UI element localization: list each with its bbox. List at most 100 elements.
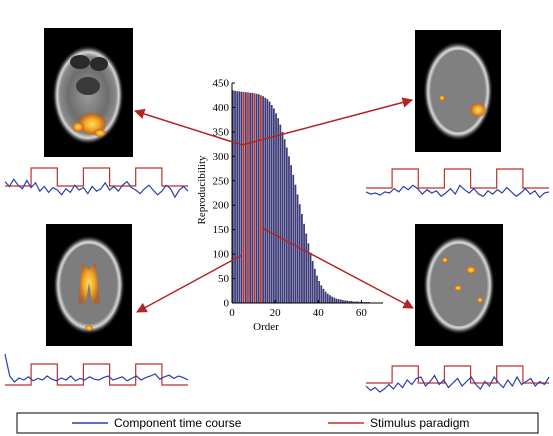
- bar-order-15: [262, 96, 264, 303]
- legend-component-label: Component time course: [114, 416, 242, 430]
- legend-stimulus-label: Stimulus paradigm: [370, 416, 469, 430]
- bar-order-2: [234, 90, 236, 303]
- bar-order-36: [307, 243, 310, 303]
- y-tick-label-0: 0: [224, 298, 230, 310]
- y-tick-label-300: 300: [213, 151, 230, 163]
- bar-order-54: [346, 300, 349, 303]
- chart-axes: [231, 82, 383, 304]
- brain-scan-top-right: [415, 30, 501, 152]
- bar-order-59: [357, 301, 359, 303]
- brain-scan-bottom-right: [415, 224, 503, 346]
- bar-order-12: [255, 93, 258, 303]
- bar-order-52: [342, 300, 344, 303]
- y-axis-label: Reproducibility: [196, 155, 208, 225]
- time-course-bottom-left: [4, 353, 189, 386]
- bar-order-3: [236, 91, 239, 303]
- bar-order-50: [337, 299, 340, 303]
- component-time-course-line: [4, 178, 189, 199]
- x-axis-label: Order: [253, 321, 279, 333]
- component-time-course-line: [365, 184, 550, 199]
- bar-order-22: [277, 118, 280, 303]
- arrow-to-bottom-right: [261, 227, 414, 309]
- bar-order-55: [348, 301, 351, 303]
- component-time-course-line: [365, 374, 550, 393]
- bar-order-8: [247, 92, 249, 303]
- y-tick-label-100: 100: [213, 249, 230, 261]
- y-tick-label-150: 150: [213, 224, 230, 236]
- bar-order-48: [333, 297, 336, 303]
- bar-order-42: [320, 285, 323, 303]
- stimulus-paradigm-line: [5, 167, 188, 187]
- arrow-to-bottom-left: [136, 254, 243, 313]
- bar-order-23: [279, 124, 282, 303]
- y-tick-label-250: 250: [213, 175, 230, 187]
- bar-order-6: [242, 91, 245, 303]
- y-tick-label-350: 350: [213, 126, 230, 138]
- bar-order-18: [268, 101, 271, 303]
- y-tick-label-400: 400: [213, 102, 230, 114]
- bar-order-51: [339, 299, 342, 303]
- bar-order-57: [352, 301, 355, 303]
- time-course-bottom-right: [365, 365, 550, 393]
- bar-order-38: [311, 260, 314, 303]
- bar-order-19: [270, 105, 273, 303]
- x-tick-label-0: 0: [229, 307, 235, 319]
- bar-order-41: [318, 281, 321, 303]
- x-tick-label-40: 40: [313, 307, 325, 319]
- stimulus-paradigm-line: [366, 168, 549, 189]
- bar-order-31: [296, 194, 299, 303]
- bar-order-40: [316, 275, 318, 303]
- bar-order-37: [309, 252, 312, 303]
- bar-order-27: [288, 156, 290, 303]
- bar-order-44: [324, 291, 327, 303]
- bar-order-30: [294, 184, 297, 303]
- bar-order-16: [264, 97, 267, 303]
- bar-order-49: [335, 298, 338, 303]
- arrows: [133, 97, 414, 313]
- bar-order-43: [322, 288, 325, 303]
- bar-order-26: [285, 147, 288, 303]
- bar-order-39: [313, 268, 316, 303]
- arrow-to-top-right: [241, 97, 414, 146]
- bar-order-7: [244, 92, 247, 303]
- legend: Component time course Stimulus paradigm: [16, 412, 539, 434]
- reproducibility-bar-chart: 0 50 100 150 200 250 300 350 400 450 0 20 40 60 Order…: [196, 78, 383, 333]
- bar-order-46: [329, 295, 331, 303]
- bar-order-47: [331, 296, 333, 303]
- bar-order-10: [251, 92, 254, 303]
- bar-order-11: [253, 93, 256, 304]
- arrow-to-top-left: [133, 108, 243, 146]
- bar-order-35: [305, 233, 308, 303]
- time-course-top-left: [4, 167, 189, 199]
- component-time-course-line: [4, 353, 189, 383]
- bar-order-20: [272, 108, 275, 303]
- tick-labels: 0 50 100 150 200 250 300 350 400 450 0 20 40 60: [213, 78, 368, 320]
- stimulus-paradigm-line: [5, 363, 188, 386]
- brain-scan-top-left: [44, 28, 133, 157]
- bar-order-17: [266, 99, 269, 303]
- bar-order-1: [232, 90, 234, 303]
- y-tick-label-50: 50: [218, 273, 230, 285]
- bar-order-45: [326, 293, 329, 303]
- bar-order-25: [283, 139, 286, 303]
- y-tick-label-200: 200: [213, 200, 230, 212]
- brain-scan-bottom-left: [46, 224, 132, 346]
- x-tick-label-60: 60: [356, 307, 368, 319]
- bar-order-56: [350, 301, 353, 303]
- bar-order-32: [298, 204, 301, 303]
- bar-order-9: [249, 92, 252, 303]
- y-tick-label-450: 450: [213, 78, 230, 90]
- bar-order-28: [290, 165, 292, 303]
- x-tick-label-20: 20: [270, 307, 282, 319]
- bar-order-53: [344, 300, 346, 303]
- bar-order-34: [303, 223, 305, 303]
- bar-order-4: [238, 91, 241, 303]
- bar-order-24: [281, 131, 284, 303]
- bar-order-14: [260, 95, 262, 303]
- bar-order-58: [354, 301, 357, 303]
- time-course-top-right: [365, 168, 550, 199]
- bar-order-21: [275, 113, 277, 303]
- bar-order-13: [257, 94, 260, 304]
- bar-order-5: [240, 91, 243, 303]
